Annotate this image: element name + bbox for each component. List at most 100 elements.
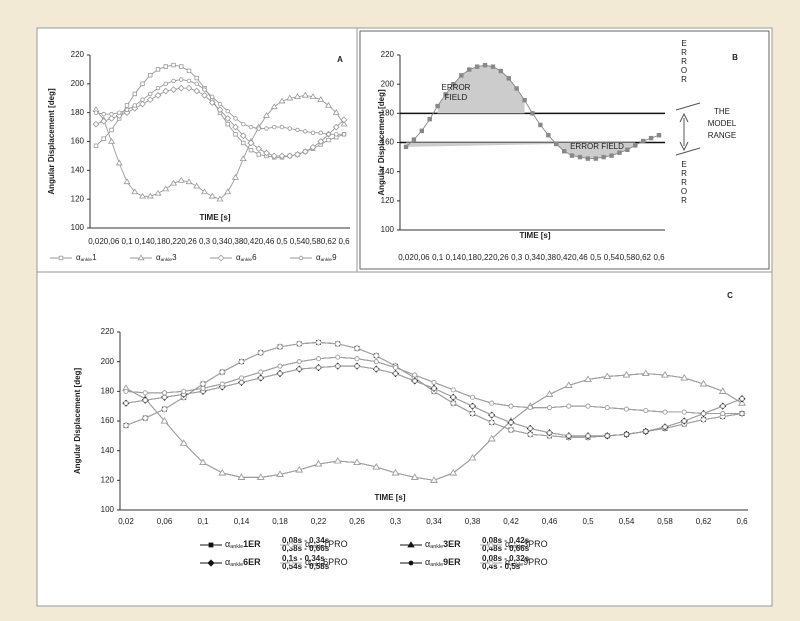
y-tick-label: 100 — [101, 505, 115, 514]
x-tick-label: 0,34 — [525, 253, 541, 262]
x-tick-label: 0,46 — [572, 253, 588, 262]
x-tick-label: 0,18 — [461, 253, 477, 262]
marker — [719, 387, 727, 394]
marker — [459, 73, 464, 78]
marker — [354, 363, 360, 369]
marker — [208, 192, 216, 199]
x-tick-label: 0,3 — [511, 253, 523, 262]
marker — [403, 144, 409, 150]
marker — [272, 124, 277, 130]
y-tick-label: 180 — [71, 108, 85, 117]
legend-prefix: α — [316, 253, 321, 262]
marker — [122, 421, 130, 430]
marker — [286, 94, 294, 101]
marker — [208, 99, 216, 106]
marker — [162, 394, 167, 400]
marker — [295, 340, 303, 348]
marker — [177, 176, 185, 183]
marker — [450, 394, 456, 400]
marker — [123, 388, 129, 394]
marker — [633, 143, 638, 148]
marker — [468, 410, 477, 418]
x-tick-label: 0,26 — [493, 253, 509, 262]
legend-label: αankle9ER — [425, 557, 461, 568]
marker — [601, 154, 606, 160]
marker — [207, 559, 215, 567]
marker — [233, 132, 238, 137]
marker — [124, 107, 130, 112]
x-tick-label: 0,42 — [243, 237, 259, 246]
x-tick-label: 0,38 — [465, 517, 481, 526]
x-tick-label: 0,46 — [259, 237, 275, 246]
x-tick-label: 0,1 — [121, 237, 133, 246]
marker — [224, 115, 232, 122]
marker — [200, 188, 209, 195]
marker — [546, 133, 551, 138]
marker — [393, 365, 398, 371]
legend-prefix: α — [236, 253, 241, 262]
marker — [131, 188, 139, 195]
legend-sub: ankle — [310, 544, 323, 550]
legend-sub: ankle — [430, 544, 443, 550]
marker — [488, 560, 494, 566]
marker — [720, 403, 726, 409]
marker — [324, 101, 333, 108]
marker — [140, 81, 145, 87]
marker — [278, 152, 286, 160]
marker — [108, 115, 115, 122]
legend-interval: 0,48s - 0,66s — [482, 544, 530, 553]
marker — [372, 352, 380, 360]
marker — [604, 405, 610, 411]
marker — [699, 415, 708, 424]
marker — [431, 380, 437, 385]
marker — [296, 359, 302, 365]
marker — [109, 127, 114, 133]
marker — [148, 72, 153, 78]
marker — [117, 110, 122, 115]
marker — [530, 111, 535, 116]
marker — [193, 87, 201, 95]
x-tick-label: 0,22 — [166, 237, 182, 246]
marker — [160, 417, 169, 424]
marker — [264, 126, 269, 131]
marker — [287, 126, 292, 131]
legend-name: 3ER — [443, 539, 461, 549]
y-tick-label: 140 — [381, 167, 395, 176]
marker — [661, 371, 669, 378]
legend-prefix: α — [425, 557, 430, 567]
marker — [565, 381, 573, 388]
marker — [277, 371, 283, 376]
legend-interval: 0,08s - 0,34s — [282, 536, 330, 545]
legend-prefix: α — [225, 539, 230, 549]
marker — [391, 469, 400, 476]
legend-sub: ankle — [230, 562, 243, 568]
marker — [720, 411, 726, 416]
x-tick-label: 0,58 — [657, 517, 673, 526]
legend-prefix: α — [76, 253, 81, 262]
marker — [468, 454, 477, 461]
annotation: R — [681, 75, 687, 84]
marker — [326, 137, 331, 143]
marker — [538, 122, 543, 128]
y-tick-label: 180 — [101, 386, 115, 395]
marker — [411, 137, 417, 142]
marker — [232, 123, 239, 131]
marker — [137, 254, 145, 261]
annotation: R — [681, 57, 687, 66]
legend-sub: ankle — [241, 257, 253, 263]
marker — [93, 110, 99, 115]
marker — [276, 470, 284, 477]
marker — [124, 103, 130, 108]
marker — [258, 369, 264, 375]
x-tick-label: 0,58 — [305, 237, 321, 246]
marker — [490, 64, 496, 69]
marker — [547, 430, 552, 436]
marker — [148, 91, 153, 97]
marker — [270, 103, 278, 110]
marker — [170, 86, 177, 93]
marker — [258, 375, 264, 381]
marker — [218, 368, 226, 376]
marker — [681, 409, 687, 415]
marker — [411, 473, 419, 480]
